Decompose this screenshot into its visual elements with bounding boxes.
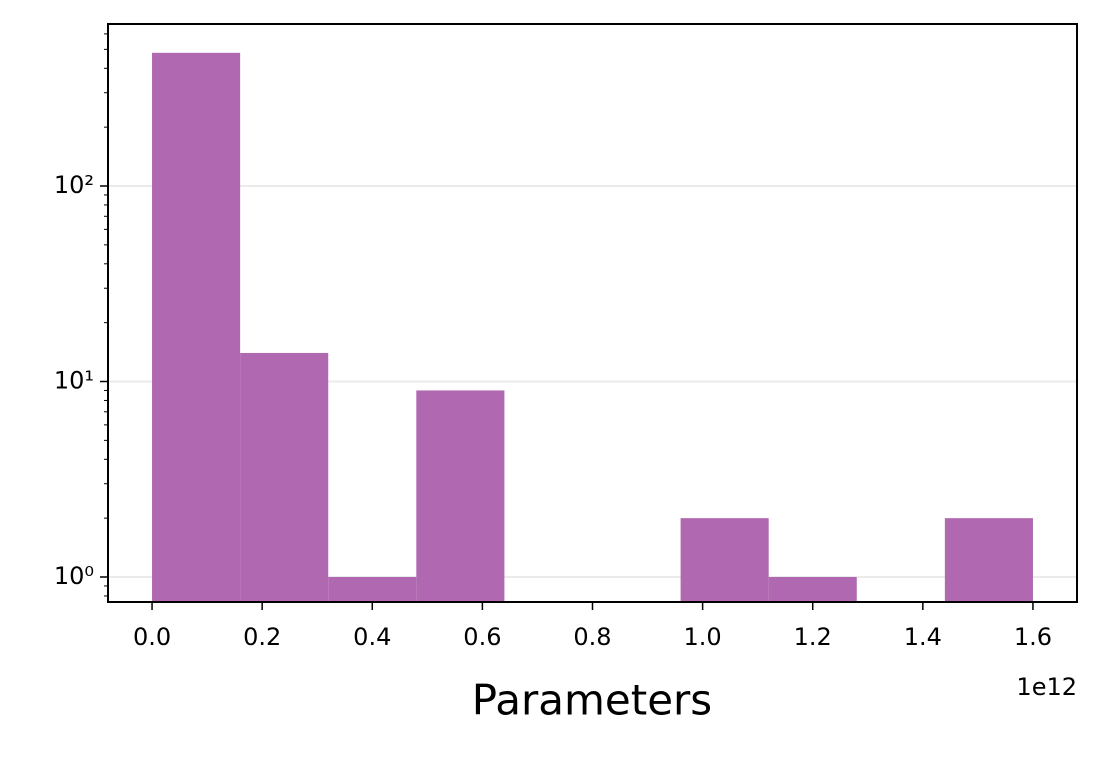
bar [944,518,1033,602]
x-tick-label: 1.6 [1014,623,1052,651]
x-tick-label: 1.0 [684,623,722,651]
x-tick-label: 1.4 [904,623,942,651]
x-tick-label: 0.8 [573,623,611,651]
plot-frame [107,23,1078,603]
y-tick-label: 10⁰ [54,562,94,590]
x-tick-label: 0.0 [133,623,171,651]
bar [328,577,417,602]
x-tick-label: 1.2 [794,623,832,651]
bar [768,577,857,602]
x-offset-label: 1e12 [1016,673,1077,701]
bar [152,52,241,602]
y-tick-label: 10² [54,171,94,199]
x-tick-label: 0.4 [353,623,391,651]
bar [416,390,505,602]
x-tick-label: 0.2 [243,623,281,651]
bar [240,352,329,602]
bar [680,518,769,602]
x-tick-label: 0.6 [463,623,501,651]
x-axis-label: Parameters [472,676,712,725]
y-tick-label: 10¹ [54,367,94,395]
